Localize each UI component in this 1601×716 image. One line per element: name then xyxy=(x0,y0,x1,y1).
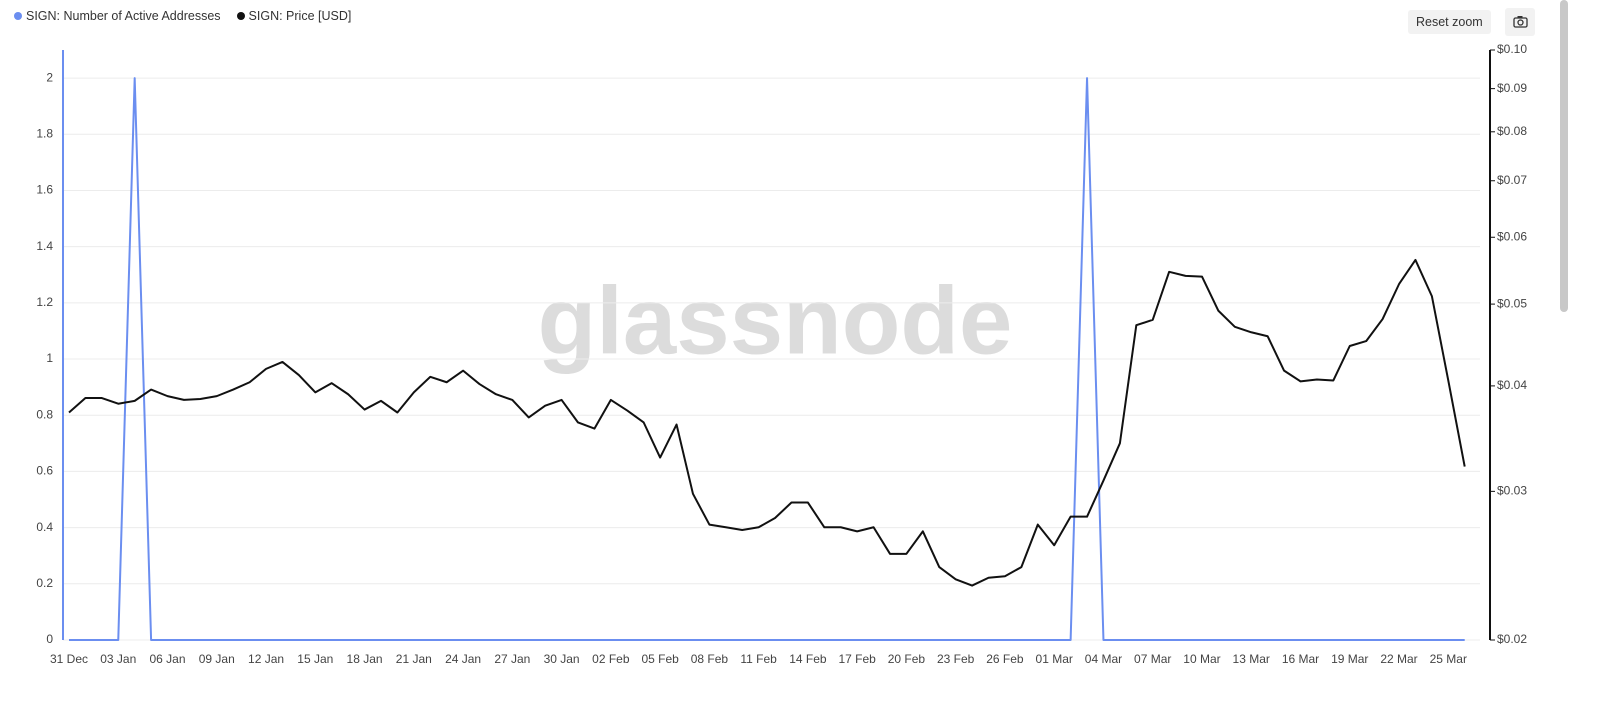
x-tick-label: 07 Mar xyxy=(1134,652,1171,666)
x-tick-label: 31 Dec xyxy=(50,652,88,666)
x-tick-label: 15 Jan xyxy=(297,652,333,666)
camera-button[interactable] xyxy=(1505,8,1535,36)
x-tick-label: 02 Feb xyxy=(592,652,630,666)
x-tick-label: 30 Jan xyxy=(544,652,580,666)
y2-tick-label: $0.02 xyxy=(1497,632,1527,646)
y-tick-label: 1.2 xyxy=(36,295,53,309)
series-line xyxy=(68,258,1466,587)
legend-marker xyxy=(14,12,22,20)
y2-tick-label: $0.06 xyxy=(1497,229,1527,243)
x-tick-label: 24 Jan xyxy=(445,652,481,666)
y-tick-label: 1.6 xyxy=(36,183,53,197)
y2-tick-label: $0.10 xyxy=(1497,42,1527,56)
x-tick-label: 17 Feb xyxy=(838,652,876,666)
x-tick-label: 05 Feb xyxy=(641,652,679,666)
y-tick-label: 1 xyxy=(46,351,53,365)
x-tick-label: 14 Feb xyxy=(789,652,827,666)
x-tick-label: 01 Mar xyxy=(1036,652,1073,666)
x-tick-label: 22 Mar xyxy=(1380,652,1417,666)
x-tick-label: 08 Feb xyxy=(691,652,729,666)
x-tick-label: 04 Mar xyxy=(1085,652,1122,666)
legend-item[interactable]: SIGN: Price [USD] xyxy=(236,9,352,23)
y-tick-label: 0 xyxy=(46,632,53,646)
x-tick-label: 09 Jan xyxy=(199,652,235,666)
x-tick-label: 23 Feb xyxy=(937,652,975,666)
y2-tick-label: $0.03 xyxy=(1497,484,1527,498)
y2-tick-label: $0.05 xyxy=(1497,296,1527,310)
legend-marker xyxy=(236,12,245,20)
y-tick-label: 0.8 xyxy=(36,407,53,421)
x-tick-label: 13 Mar xyxy=(1233,652,1270,666)
series-line xyxy=(69,77,1465,641)
y2-tick-label: $0.07 xyxy=(1497,173,1527,187)
scrollbar xyxy=(1560,0,1568,312)
y-tick-label: 1.4 xyxy=(36,239,53,253)
y2-tick-label: $0.08 xyxy=(1497,124,1527,138)
legend: SIGN: Number of Active Addresses SIGN: Pr… xyxy=(14,9,351,23)
camera-icon xyxy=(1513,16,1528,28)
y-tick-label: 1.8 xyxy=(36,126,53,140)
watermark: glassnode xyxy=(538,267,1013,374)
x-tick-label: 11 Feb xyxy=(740,652,777,666)
legend-label: SIGN: Number of Active Addresses xyxy=(26,9,221,23)
y-tick-label: 2 xyxy=(46,70,53,84)
x-tick-label: 06 Jan xyxy=(150,652,186,666)
x-tick-label: 25 Mar xyxy=(1430,652,1467,666)
x-tick-label: 19 Mar xyxy=(1331,652,1368,666)
x-tick-label: 20 Feb xyxy=(888,652,926,666)
x-tick-label: 12 Jan xyxy=(248,652,284,666)
x-tick-label: 27 Jan xyxy=(494,652,530,666)
x-tick-label: 16 Mar xyxy=(1282,652,1319,666)
x-tick-label: 10 Mar xyxy=(1183,652,1220,666)
x-tick-label: 03 Jan xyxy=(100,652,136,666)
y-tick-label: 0.2 xyxy=(36,576,53,590)
y-tick-label: 0.6 xyxy=(36,464,53,478)
legend-item[interactable]: SIGN: Number of Active Addresses xyxy=(14,9,221,23)
x-tick-label: 18 Jan xyxy=(347,652,383,666)
legend-label: SIGN: Price [USD] xyxy=(248,9,352,23)
y2-tick-label: $0.09 xyxy=(1497,81,1527,95)
y2-tick-label: $0.04 xyxy=(1497,378,1527,392)
y-tick-label: 0.4 xyxy=(36,520,53,534)
reset-zoom-button[interactable]: Reset zoom xyxy=(1408,10,1491,34)
x-tick-label: 26 Feb xyxy=(986,652,1024,666)
x-tick-label: 21 Jan xyxy=(396,652,432,666)
